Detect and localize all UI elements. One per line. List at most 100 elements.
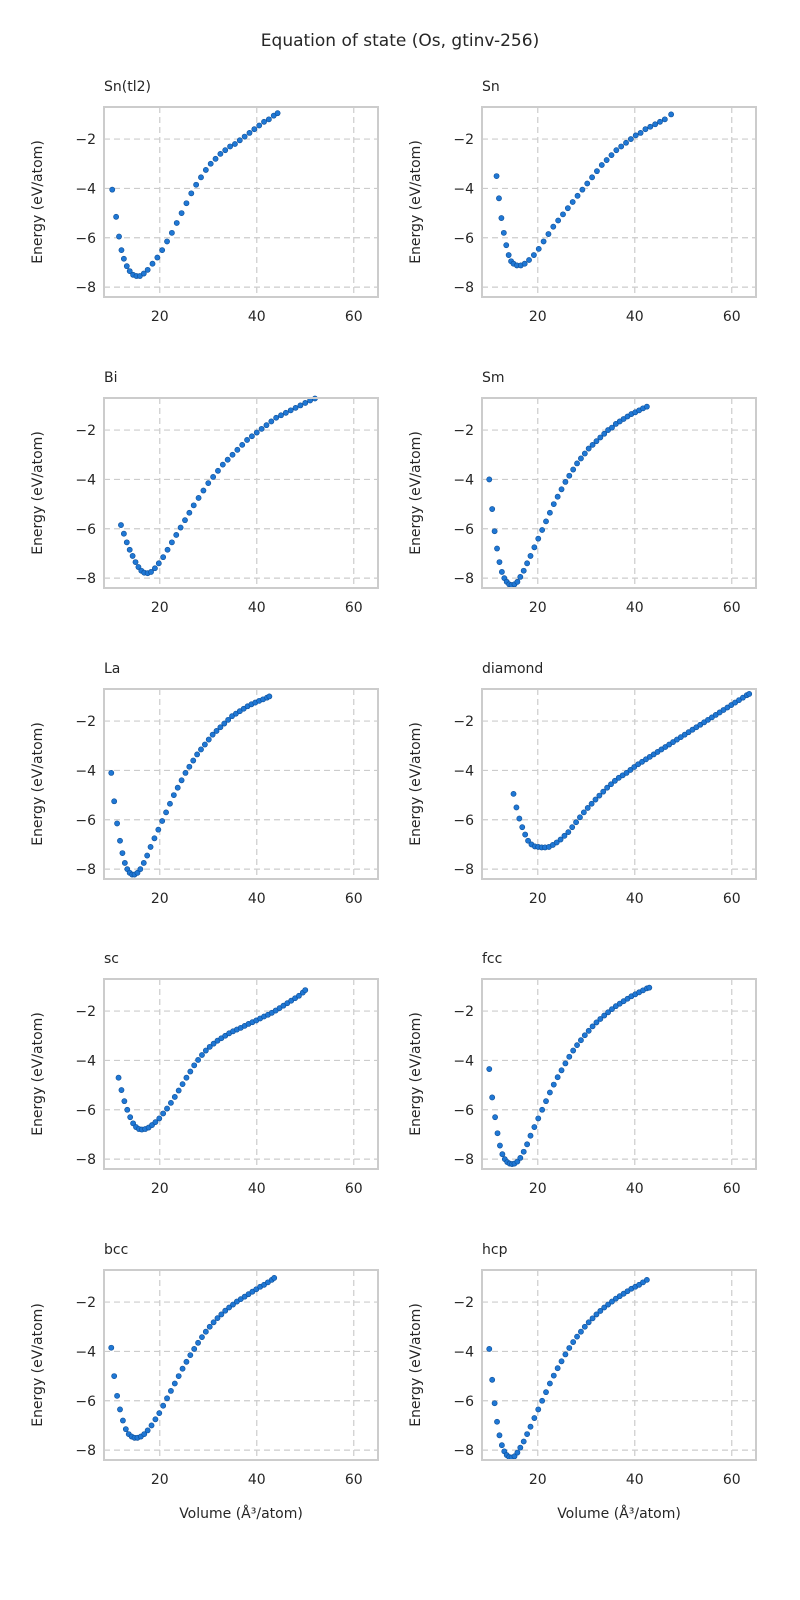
data-point: [206, 1323, 213, 1330]
y-tick-label: −8: [75, 1152, 96, 1168]
data-point: [174, 784, 181, 791]
x-tick-label: 60: [723, 1472, 741, 1488]
panel-4: La 20 40 60 −8 −6 −4 −2 Energy (eV/atom): [30, 661, 379, 907]
data-point: [155, 826, 162, 833]
data-point: [526, 257, 532, 263]
data-point: [574, 192, 581, 199]
data-point: [282, 409, 289, 416]
y-tick-label: −6: [75, 1394, 96, 1410]
x-tick-label: 20: [151, 1472, 169, 1488]
data-point: [613, 147, 620, 154]
data-point: [554, 1074, 561, 1081]
data-point: [201, 741, 208, 748]
plot-frame: [481, 1269, 757, 1461]
data-point: [535, 1115, 542, 1122]
data-point: [256, 122, 263, 129]
data-point: [585, 1319, 592, 1326]
data-point: [164, 1395, 170, 1402]
x-tick-label: 20: [151, 1181, 169, 1197]
data-point: [546, 1380, 553, 1387]
data-point: [271, 1275, 278, 1281]
data-point: [608, 152, 615, 159]
y-tick-label: −6: [75, 1103, 96, 1119]
figure-title: Equation of state (Os, gtinv-256): [261, 31, 539, 51]
data-point: [498, 569, 505, 575]
data-point: [519, 824, 526, 831]
data-point: [163, 809, 169, 816]
data-point: [160, 554, 167, 561]
x-tick-label: 40: [248, 309, 266, 325]
data-point: [514, 1449, 521, 1456]
data-point: [144, 1427, 151, 1434]
y-tick-label: −2: [453, 132, 474, 148]
data-point: [116, 233, 122, 240]
data-point: [570, 1339, 577, 1345]
data-point: [562, 1351, 569, 1358]
data-point: [113, 213, 120, 220]
x-tick-label: 40: [626, 1472, 644, 1488]
y-tick-label: −8: [453, 280, 474, 296]
data-point: [550, 501, 557, 507]
data-point: [221, 720, 228, 727]
data-point: [574, 460, 580, 467]
y-tick-label: −8: [75, 1443, 96, 1459]
data-point: [152, 1416, 159, 1423]
data-point: [564, 205, 571, 212]
data-point: [164, 238, 170, 245]
data-point: [578, 455, 584, 462]
plot-frame: [103, 106, 379, 298]
data-point: [581, 1032, 588, 1039]
data-point: [127, 1114, 134, 1121]
data-point: [121, 1098, 128, 1105]
data-point: [148, 569, 154, 575]
data-point: [214, 1315, 221, 1322]
data-point: [202, 1047, 209, 1054]
data-point: [173, 532, 180, 538]
data-point: [141, 1431, 148, 1437]
data-point: [535, 245, 542, 252]
data-point: [171, 1094, 178, 1100]
data-point: [123, 263, 130, 270]
y-tick-label: −6: [75, 813, 96, 829]
data-point: [195, 1057, 201, 1063]
data-point: [148, 1422, 155, 1429]
data-point: [637, 130, 644, 136]
data-point: [522, 831, 529, 838]
data-point: [486, 1346, 493, 1352]
data-point: [601, 1304, 608, 1311]
data-point: [114, 1392, 120, 1399]
data-point: [144, 266, 151, 273]
panel-title: fcc: [482, 951, 502, 967]
data-point: [623, 770, 630, 776]
x-tick-label: 60: [345, 891, 363, 907]
data-point: [581, 450, 588, 457]
data-point: [642, 126, 649, 133]
data-point: [609, 1298, 615, 1305]
y-tick-label: −4: [453, 763, 474, 779]
data-point: [594, 168, 600, 175]
data-point: [244, 437, 250, 443]
data-point: [517, 1444, 524, 1451]
data-point: [609, 1006, 615, 1012]
data-point: [646, 984, 653, 991]
data-point: [531, 544, 538, 551]
data-point: [579, 186, 586, 193]
data-point: [182, 517, 188, 524]
y-tick-label: −6: [75, 231, 96, 247]
data-point: [205, 736, 212, 743]
data-point: [520, 567, 527, 574]
data-point: [239, 441, 246, 448]
data-point: [120, 255, 127, 262]
x-tick-label: 40: [248, 600, 266, 616]
x-tick-label: 60: [723, 891, 741, 907]
data-point: [580, 809, 587, 816]
data-point: [605, 1009, 611, 1016]
data-point: [516, 815, 523, 822]
data-point: [603, 157, 610, 163]
data-point: [108, 770, 115, 776]
data-point: [535, 1406, 542, 1413]
data-point: [274, 110, 281, 117]
y-tick-label: −4: [75, 1344, 96, 1360]
data-point: [209, 731, 216, 738]
data-point: [246, 130, 253, 136]
